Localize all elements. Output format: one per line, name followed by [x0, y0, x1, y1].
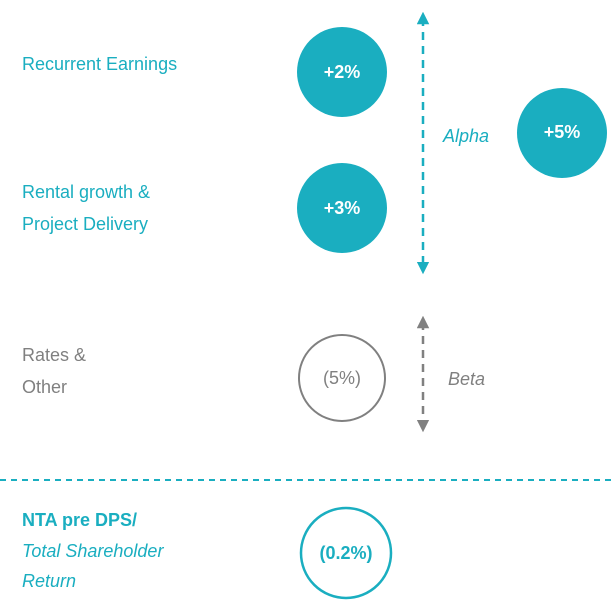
total-circle — [299, 506, 393, 600]
alpha-value: +5% — [544, 122, 581, 142]
alpha-label: Alpha — [442, 126, 489, 146]
value-circle — [298, 334, 386, 422]
row-label: Rental growth & — [22, 182, 150, 202]
row-label: Rates & — [22, 345, 86, 365]
value-text: +2% — [324, 62, 361, 82]
total-value: (0.2%) — [319, 543, 372, 563]
row-label: Recurrent Earnings — [22, 54, 177, 74]
value-text: +3% — [324, 198, 361, 218]
row-label: Project Delivery — [22, 214, 148, 234]
total-label: NTA pre DPS/ — [22, 510, 137, 530]
value-circle — [297, 163, 387, 253]
beta-label: Beta — [448, 369, 485, 389]
value-text: (5%) — [323, 368, 361, 388]
total-label: Total Shareholder — [22, 541, 164, 561]
row-label: Other — [22, 377, 67, 397]
total-label: Return — [22, 571, 76, 591]
value-circle — [297, 27, 387, 117]
alpha-circle — [517, 88, 607, 178]
